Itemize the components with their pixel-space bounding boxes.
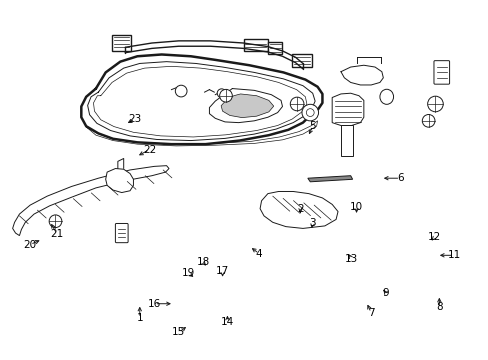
Text: 23: 23	[128, 114, 141, 124]
Circle shape	[49, 215, 61, 228]
Polygon shape	[260, 192, 337, 228]
Polygon shape	[105, 168, 133, 193]
Text: 15: 15	[172, 327, 185, 337]
Polygon shape	[340, 126, 352, 156]
Polygon shape	[221, 94, 273, 118]
Text: 13: 13	[345, 254, 358, 264]
Text: 1: 1	[136, 313, 143, 323]
Polygon shape	[267, 42, 282, 54]
Circle shape	[306, 109, 313, 117]
Text: 21: 21	[50, 229, 63, 239]
Polygon shape	[292, 54, 311, 67]
Text: 10: 10	[349, 202, 363, 212]
Circle shape	[422, 114, 434, 127]
Polygon shape	[112, 35, 131, 51]
Circle shape	[427, 96, 442, 112]
Circle shape	[302, 104, 318, 121]
Text: 4: 4	[255, 248, 262, 258]
Text: 7: 7	[367, 308, 374, 318]
Polygon shape	[331, 93, 363, 126]
Circle shape	[175, 85, 186, 97]
FancyBboxPatch shape	[433, 61, 448, 84]
Text: 16: 16	[147, 299, 161, 309]
Circle shape	[217, 89, 225, 98]
Text: 2: 2	[297, 204, 303, 214]
Polygon shape	[307, 176, 352, 182]
Text: 6: 6	[396, 173, 403, 183]
Text: 22: 22	[142, 144, 156, 154]
Circle shape	[290, 97, 304, 111]
Text: 3: 3	[309, 218, 315, 228]
Text: 12: 12	[427, 232, 440, 242]
Text: 14: 14	[221, 317, 234, 327]
Text: 11: 11	[447, 250, 460, 260]
Text: 18: 18	[196, 257, 209, 267]
Text: 19: 19	[182, 268, 195, 278]
Text: 20: 20	[23, 239, 37, 249]
Text: 17: 17	[216, 266, 229, 276]
FancyBboxPatch shape	[115, 224, 128, 243]
Polygon shape	[243, 40, 267, 51]
Polygon shape	[13, 166, 169, 235]
Ellipse shape	[379, 89, 393, 104]
Text: 8: 8	[435, 302, 442, 312]
Circle shape	[219, 89, 232, 102]
Text: 5: 5	[309, 121, 315, 131]
Text: 9: 9	[382, 288, 388, 298]
